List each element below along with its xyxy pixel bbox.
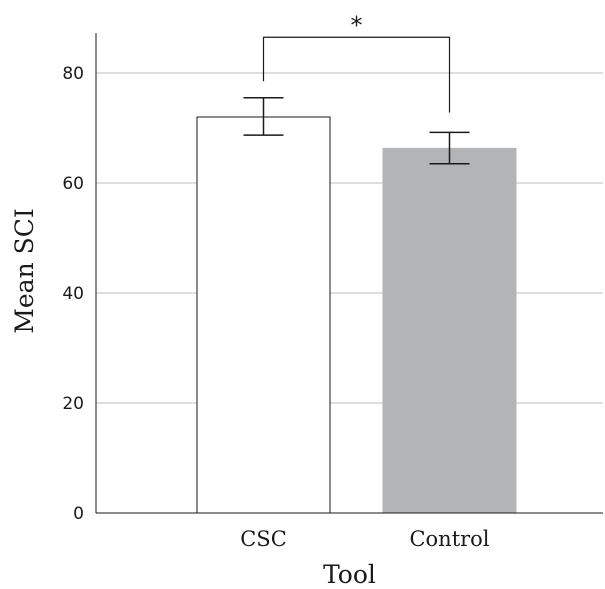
significance-bracket-line (262, 36, 451, 113)
significance-bracket: * (262, 11, 451, 113)
bars (196, 116, 517, 514)
y-tick-label-0: 0 (73, 504, 84, 524)
bar-control (382, 147, 517, 514)
error-bars (243, 97, 470, 165)
y-tick-labels: 0 20 40 60 80 (62, 64, 84, 524)
y-axis-title: Mean SCI (10, 208, 39, 333)
axes (95, 33, 603, 514)
x-tick-labels: CSC Control (240, 527, 490, 551)
significance-marker: * (351, 11, 363, 39)
y-tick-label-40: 40 (62, 284, 84, 304)
y-tick-label-20: 20 (62, 394, 84, 414)
y-tick-label-80: 80 (62, 64, 84, 84)
gridlines (96, 72, 603, 404)
x-axis-title: Tool (323, 560, 376, 589)
x-tick-label-control: Control (409, 527, 489, 551)
x-tick-label-csc: CSC (240, 527, 287, 551)
bar-csc (196, 116, 331, 514)
y-tick-label-60: 60 (62, 174, 84, 194)
